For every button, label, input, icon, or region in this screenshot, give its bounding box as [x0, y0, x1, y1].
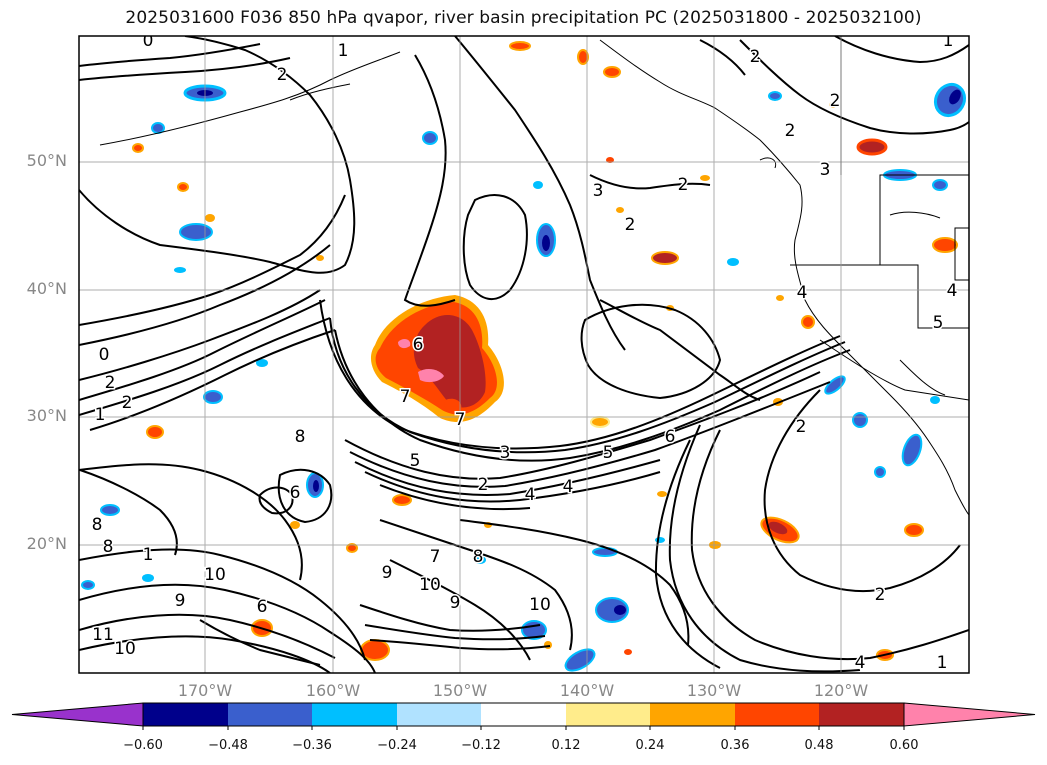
contour-label: 5	[410, 451, 421, 471]
contour-label: 2	[750, 47, 761, 67]
contour-label: 4	[855, 653, 866, 673]
precip-blob-central	[370, 295, 504, 423]
map-frame	[78, 35, 970, 674]
contour-label: 4	[947, 281, 958, 301]
contour-label: 8	[473, 547, 484, 567]
contour-label: 2	[478, 475, 489, 495]
contour-label: 2	[830, 91, 841, 111]
contour-label: 8	[295, 427, 306, 447]
contour-label: 1	[143, 545, 154, 565]
contour-label: 3	[593, 181, 604, 201]
colorbar-segment	[228, 703, 312, 726]
contour-label: 7	[400, 387, 411, 407]
contour-label: 1	[943, 31, 954, 51]
contour-label: 6	[290, 483, 301, 503]
lon-label-140w: 140°W	[559, 681, 615, 700]
contour-label: 4	[525, 485, 536, 505]
precip-warm-patches	[132, 41, 958, 661]
colorbar-tick-2: −0.48	[208, 738, 248, 753]
lon-label-120w: 120°W	[813, 681, 869, 700]
contour-label: 10	[529, 595, 551, 615]
contour-label: 10	[204, 565, 226, 585]
contour-label: 0	[143, 31, 154, 51]
lon-label-160w: 160°W	[305, 681, 361, 700]
contour-label: 4	[563, 477, 574, 497]
contour-label: 1	[937, 653, 948, 673]
lat-label-30n: 30°N	[26, 406, 67, 425]
colorbar-segment	[397, 703, 481, 726]
colorbar-segment	[819, 703, 904, 726]
colorbar-segment	[566, 703, 650, 726]
colorbar-tick-3: −0.36	[292, 738, 332, 753]
precip-cool-patches	[81, 82, 967, 672]
colorbar-tick-5: −0.12	[461, 738, 501, 753]
colorbar-extend-high	[903, 702, 1036, 727]
colorbar-tick-10: 0.60	[889, 738, 919, 753]
contour-label: 1	[95, 405, 106, 425]
contour-label: 0	[99, 345, 110, 365]
contour-label: 6	[257, 597, 268, 617]
contour-label: 10	[419, 575, 441, 595]
contour-label: 2	[785, 121, 796, 141]
lon-label-150w: 150°W	[432, 681, 488, 700]
map-title: 2025031600 F036 850 hPa qvapor, river ba…	[125, 8, 922, 28]
contour-label: 2	[875, 585, 886, 605]
colorbar	[11, 702, 1036, 730]
gridlines	[79, 36, 969, 673]
colorbar-tick-8: 0.36	[720, 738, 750, 753]
contour-label: 3	[500, 443, 511, 463]
colorbar-segment	[650, 703, 735, 726]
contour-label: 2	[277, 65, 288, 85]
lon-label-130w: 130°W	[686, 681, 742, 700]
contour-label: 8	[103, 537, 114, 557]
contour-label: 1	[338, 41, 349, 61]
contour-label: 5	[603, 443, 614, 463]
contour-label: 8	[92, 515, 103, 535]
contour-label: 9	[382, 563, 393, 583]
contour-label: 2	[105, 373, 116, 393]
lon-label-170w: 170°W	[177, 681, 233, 700]
colorbar-segment	[481, 703, 566, 726]
contour-label: 2	[796, 417, 807, 437]
contour-label: 2	[678, 175, 689, 195]
contour-label: 4	[797, 283, 808, 303]
colorbar-frame	[142, 702, 905, 727]
lat-label-50n: 50°N	[26, 151, 67, 170]
contour-label: 11	[92, 625, 114, 645]
colorbar-segment	[312, 703, 397, 726]
contour-label: 7	[430, 547, 441, 567]
colorbar-segment	[735, 703, 819, 726]
colorbar-tick-7: 0.24	[635, 738, 665, 753]
contour-label: 5	[933, 313, 944, 333]
contour-label: 2	[122, 393, 133, 413]
colorbar-tick-9: 0.48	[804, 738, 834, 753]
contour-label: 6	[413, 335, 424, 355]
contour-label: 7	[455, 410, 466, 430]
contour-label: 3	[820, 160, 831, 180]
colorbar-extend-low	[11, 702, 144, 727]
contour-label: 6	[665, 427, 676, 447]
lat-label-40n: 40°N	[26, 279, 67, 298]
contour-label: 9	[450, 593, 461, 613]
colorbar-tick-4: −0.24	[377, 738, 417, 753]
contour-label: 10	[114, 639, 136, 659]
colorbar-segment	[143, 703, 228, 726]
colorbar-tick-6: 0.12	[551, 738, 581, 753]
lat-label-20n: 20°N	[26, 534, 67, 553]
contour-label: 2	[625, 215, 636, 235]
contour-label: 9	[175, 591, 186, 611]
map-background	[79, 36, 969, 673]
colorbar-tick-1: −0.60	[123, 738, 163, 753]
